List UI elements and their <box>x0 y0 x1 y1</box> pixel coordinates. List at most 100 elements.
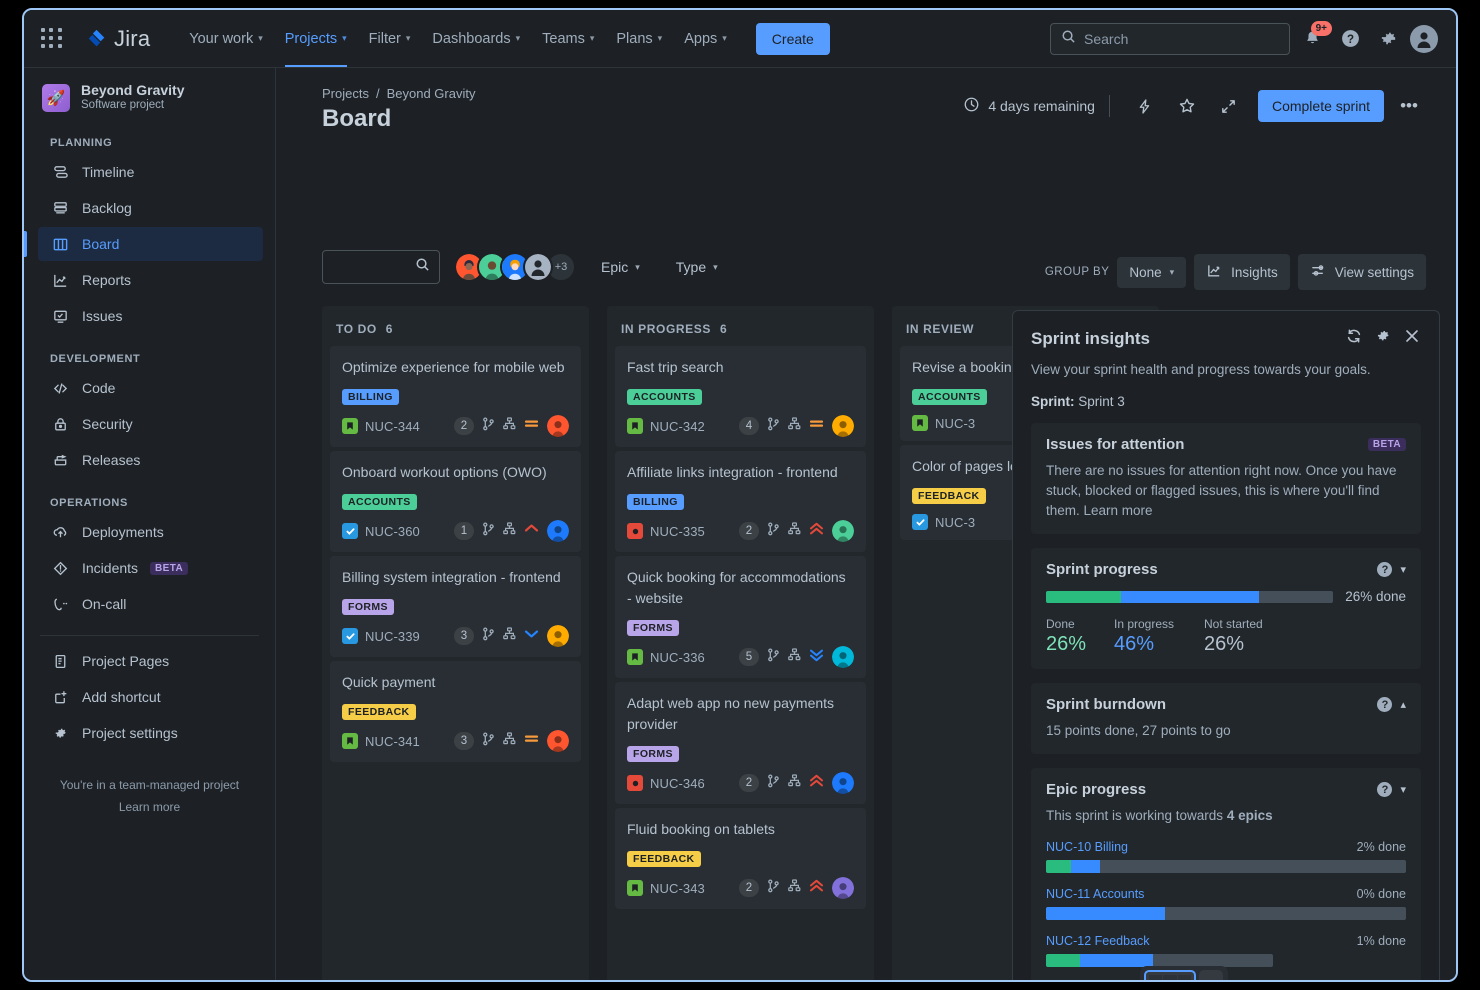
create-button[interactable]: Create <box>755 22 830 55</box>
assignee-avatar[interactable] <box>832 877 854 899</box>
sidebar-item-project-pages[interactable]: Project Pages <box>38 644 263 678</box>
card-key[interactable]: NUC-3 <box>935 415 976 431</box>
nav-plans[interactable]: Plans ▾ <box>605 10 673 67</box>
settings-gear-button[interactable] <box>1372 23 1404 55</box>
card-key[interactable]: NUC-344 <box>365 418 420 434</box>
assignee-avatar[interactable] <box>832 415 854 437</box>
help-icon[interactable]: ? <box>1377 562 1393 577</box>
sidebar-item-code[interactable]: Code <box>38 371 263 405</box>
sidebar-item-incidents[interactable]: Incidents BETA <box>38 551 263 585</box>
automation-bolt-button[interactable] <box>1128 90 1162 122</box>
chevron-down-icon[interactable]: ▾ <box>1400 784 1406 796</box>
view-settings-button[interactable]: View settings <box>1297 254 1426 290</box>
card-key[interactable]: NUC-3 <box>935 514 976 530</box>
list-view-option[interactable] <box>1199 970 1223 980</box>
refresh-icon[interactable] <box>1345 327 1363 350</box>
board-card[interactable]: Adapt web app no new payments provider FO… <box>615 682 866 804</box>
sidebar-item-deployments[interactable]: Deployments <box>38 515 263 549</box>
card-key[interactable]: NUC-341 <box>365 733 420 749</box>
assignee-avatar[interactable] <box>832 646 854 668</box>
sidebar-item-security[interactable]: Security <box>38 407 263 441</box>
breadcrumb-project[interactable]: Beyond Gravity <box>386 86 476 101</box>
help-icon[interactable]: ? <box>1377 697 1393 712</box>
card-epic-label[interactable]: FORMS <box>342 599 394 615</box>
sidebar-item-reports[interactable]: Reports <box>38 263 263 297</box>
card-key[interactable]: NUC-335 <box>650 523 705 539</box>
epic-link[interactable]: NUC-12 Feedback <box>1046 934 1150 948</box>
global-search[interactable] <box>1050 22 1290 55</box>
assignee-avatar[interactable] <box>547 625 569 647</box>
sidebar-item-backlog[interactable]: Backlog <box>38 191 263 225</box>
sidebar-item-add-shortcut[interactable]: Add shortcut <box>38 680 263 714</box>
card-epic-label[interactable]: FORMS <box>627 746 679 762</box>
card-key[interactable]: NUC-336 <box>650 649 705 665</box>
sidebar-item-timeline[interactable]: Timeline <box>38 155 263 189</box>
board-card[interactable]: Optimize experience for mobile web BILLIN… <box>330 346 581 447</box>
card-epic-label[interactable]: ACCOUNTS <box>342 494 417 510</box>
nav-projects[interactable]: Projects ▾ <box>274 10 358 67</box>
group-by-dropdown[interactable]: None ▾ <box>1117 256 1187 288</box>
avatar-default[interactable] <box>523 252 553 282</box>
epic-link[interactable]: NUC-10 Billing <box>1046 840 1128 854</box>
type-filter-dropdown[interactable]: Type ▾ <box>665 252 729 282</box>
sidebar-item-project-settings[interactable]: Project settings <box>38 716 263 750</box>
card-key[interactable]: NUC-343 <box>650 880 705 896</box>
learn-more-link[interactable]: Learn more <box>118 800 181 814</box>
assignee-avatar[interactable] <box>547 520 569 542</box>
card-epic-label[interactable]: FEEDBACK <box>912 488 986 504</box>
card-key[interactable]: NUC-360 <box>365 523 420 539</box>
notifications-button[interactable]: 9+ <box>1296 20 1332 55</box>
board-card[interactable]: Onboard workout options (OWO) ACCOUNTS NUC… <box>330 451 581 552</box>
chevron-down-icon[interactable]: ▾ <box>1400 564 1406 576</box>
board-card[interactable]: Quick booking for accommodations - websi… <box>615 556 866 678</box>
chevron-up-icon[interactable]: ▴ <box>1400 699 1406 711</box>
card-epic-label[interactable]: BILLING <box>627 494 684 510</box>
board-card[interactable]: Billing system integration - frontend FOR… <box>330 556 581 657</box>
apps-grid-icon[interactable] <box>40 27 64 51</box>
board-card[interactable]: Fluid booking on tablets FEEDBACK NUC-343 2 <box>615 808 866 909</box>
nav-dashboards[interactable]: Dashboards ▾ <box>421 10 531 67</box>
card-epic-label[interactable]: FEEDBACK <box>342 704 416 720</box>
help-icon[interactable]: ? <box>1377 782 1393 797</box>
board-card[interactable]: Quick payment FEEDBACK NUC-341 3 <box>330 661 581 762</box>
complete-sprint-button[interactable]: Complete sprint <box>1257 90 1384 122</box>
avatar[interactable] <box>454 252 484 282</box>
gear-icon[interactable] <box>1374 327 1392 350</box>
board-search[interactable] <box>322 250 440 284</box>
more-actions-button[interactable]: ••• <box>1400 96 1418 115</box>
card-key[interactable]: NUC-346 <box>650 775 705 791</box>
nav-teams[interactable]: Teams ▾ <box>531 10 605 67</box>
nav-filter[interactable]: Filter ▾ <box>358 10 422 67</box>
card-epic-label[interactable]: FORMS <box>627 620 679 636</box>
project-header[interactable]: 🚀 Beyond Gravity Software project <box>24 68 275 119</box>
card-epic-label[interactable]: ACCOUNTS <box>627 389 702 405</box>
card-epic-label[interactable]: BILLING <box>342 389 399 405</box>
sidebar-item-board[interactable]: Board <box>24 227 263 261</box>
nav-apps[interactable]: Apps ▾ <box>673 10 738 67</box>
epic-filter-dropdown[interactable]: Epic ▾ <box>590 252 651 282</box>
card-epic-label[interactable]: ACCOUNTS <box>912 389 987 405</box>
board-search-input[interactable] <box>332 259 415 275</box>
jira-logo[interactable]: Jira <box>86 26 150 52</box>
epic-link[interactable]: NUC-11 Accounts <box>1046 887 1145 901</box>
card-key[interactable]: NUC-342 <box>650 418 705 434</box>
assignee-avatar[interactable] <box>832 520 854 542</box>
close-icon[interactable] <box>1403 327 1421 350</box>
nav-your-work[interactable]: Your work ▾ <box>178 10 273 67</box>
assignee-avatar[interactable] <box>547 730 569 752</box>
board-view-option[interactable] <box>1144 970 1196 980</box>
help-button[interactable]: ? <box>1334 23 1366 55</box>
sidebar-item-releases[interactable]: Releases <box>38 443 263 477</box>
breadcrumb-projects[interactable]: Projects <box>322 86 369 101</box>
board-card[interactable]: Fast trip search ACCOUNTS NUC-342 4 <box>615 346 866 447</box>
sidebar-item-issues[interactable]: Issues <box>38 299 263 333</box>
user-avatar[interactable] <box>1410 24 1438 53</box>
sidebar-item-on-call[interactable]: On-call <box>38 587 263 621</box>
card-epic-label[interactable]: FEEDBACK <box>627 851 701 867</box>
card-key[interactable]: NUC-339 <box>365 628 420 644</box>
assignee-avatar[interactable] <box>832 772 854 794</box>
board-card[interactable]: Affiliate links integration - frontend BI… <box>615 451 866 552</box>
fullscreen-button[interactable] <box>1212 90 1246 122</box>
search-input[interactable] <box>1084 30 1279 47</box>
avatar[interactable] <box>477 252 507 282</box>
